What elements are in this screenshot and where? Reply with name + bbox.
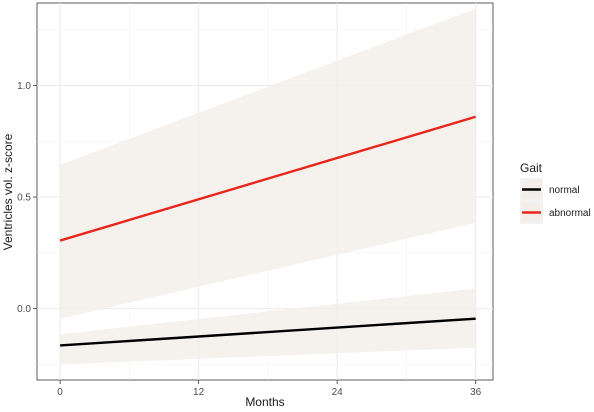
y-tick-label: 0.0 [17,304,31,315]
confidence-band-normal [60,288,476,365]
series-line-normal [60,317,476,347]
y-tick-label: 1.0 [17,81,31,92]
legend-label-normal: normal [549,185,580,196]
y-axis-title: Ventricles vol. z-score [1,133,15,250]
x-tick-label: 12 [193,387,205,398]
legend-title: Gait [520,161,543,175]
x-tick-label: 36 [470,387,482,398]
axis-tick-labels: 0 12 24 36 0.0 0.5 1.0 [17,81,482,398]
x-axis-title: Months [245,395,284,409]
legend-label-abnormal: abnormal [549,208,591,219]
x-tick-label: 0 [57,387,63,398]
axis-ticks [33,85,477,384]
legend: Gait normal abnormal [520,161,591,224]
series-line-abnormal [59,115,477,242]
confidence-band-abnormal [60,8,476,319]
series-lines [59,115,477,347]
x-tick-label: 24 [332,387,344,398]
y-tick-label: 0.5 [17,193,31,204]
confidence-ribbons [60,8,476,365]
